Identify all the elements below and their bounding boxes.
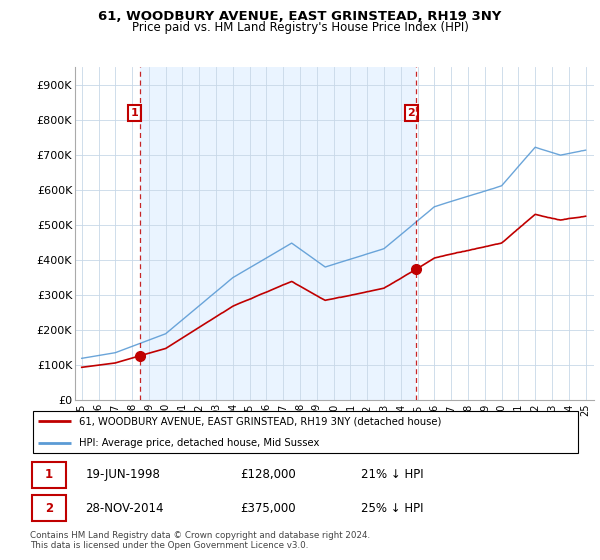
Text: 2: 2 xyxy=(45,502,53,515)
Text: Price paid vs. HM Land Registry's House Price Index (HPI): Price paid vs. HM Land Registry's House … xyxy=(131,21,469,34)
Text: 61, WOODBURY AVENUE, EAST GRINSTEAD, RH19 3NY: 61, WOODBURY AVENUE, EAST GRINSTEAD, RH1… xyxy=(98,10,502,23)
FancyBboxPatch shape xyxy=(32,495,66,521)
Text: £128,000: £128,000 xyxy=(240,468,296,481)
Text: 61, WOODBURY AVENUE, EAST GRINSTEAD, RH19 3NY (detached house): 61, WOODBURY AVENUE, EAST GRINSTEAD, RH1… xyxy=(79,416,441,426)
Text: £375,000: £375,000 xyxy=(240,502,295,515)
Text: 2: 2 xyxy=(407,108,415,118)
Text: 19-JUN-1998: 19-JUN-1998 xyxy=(85,468,160,481)
Text: 1: 1 xyxy=(131,108,139,118)
Text: 28-NOV-2014: 28-NOV-2014 xyxy=(85,502,164,515)
Text: HPI: Average price, detached house, Mid Sussex: HPI: Average price, detached house, Mid … xyxy=(79,438,319,448)
FancyBboxPatch shape xyxy=(32,461,66,488)
Text: Contains HM Land Registry data © Crown copyright and database right 2024.
This d: Contains HM Land Registry data © Crown c… xyxy=(30,531,370,550)
Bar xyxy=(140,67,416,400)
FancyBboxPatch shape xyxy=(33,410,578,453)
Text: 25% ↓ HPI: 25% ↓ HPI xyxy=(361,502,424,515)
Text: 1: 1 xyxy=(45,468,53,481)
Text: 21% ↓ HPI: 21% ↓ HPI xyxy=(361,468,424,481)
